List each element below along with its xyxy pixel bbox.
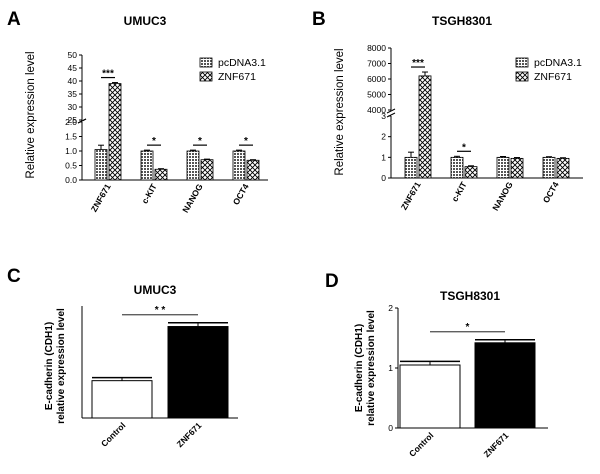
panel-label-c: C bbox=[7, 266, 21, 287]
panel-b-category-label: c-KIT bbox=[449, 179, 469, 203]
panel-b-category-label: ZNF671 bbox=[399, 180, 423, 212]
panel-b-title: TSGH8301 bbox=[432, 14, 492, 28]
panel-a-ytick-label: 35 bbox=[68, 89, 78, 99]
panel-d-chart: 0 1 2 Control ZNF671 * bbox=[388, 303, 548, 459]
panel-a-ytick-label: 1.0 bbox=[65, 146, 77, 156]
panel-d-bar bbox=[474, 342, 536, 429]
panel-b-category-label: NANOG bbox=[490, 180, 515, 213]
panel-a-ytick-label: 45 bbox=[68, 63, 78, 73]
panel-b-significance-label: * bbox=[462, 142, 466, 153]
panel-a-legend-swatch bbox=[199, 57, 213, 68]
panel-c-ylabel-line2: relative expression level bbox=[56, 308, 67, 424]
panel-d-ylabel-line2: relative expression level bbox=[366, 310, 377, 426]
panel-a-chart: 25 30 35 40 45 50 0.0 0.5 1.0 1.5 2.0 *** ZNF671 * c-K… bbox=[65, 50, 268, 214]
panel-b-legend-swatch bbox=[515, 71, 529, 82]
panel-b-ylabel: Relative expression level bbox=[334, 48, 346, 175]
panel-b-legend-label: pcDNA3.1 bbox=[534, 57, 582, 69]
panel-b-bar bbox=[464, 166, 478, 179]
panel-a-ytick-label: 30 bbox=[68, 102, 78, 112]
panel-d-ytick-label: 1 bbox=[388, 363, 393, 373]
panel-a-ytick-label: 0.0 bbox=[65, 175, 77, 185]
panel-c-category-label: ZNF671 bbox=[175, 420, 204, 449]
panel-a-ylabel: Relative expression level bbox=[25, 51, 37, 178]
panel-b-bar bbox=[542, 156, 556, 179]
panel-a-ytick-label: 0.5 bbox=[65, 161, 77, 171]
panel-c-significance-label: * * bbox=[155, 305, 166, 316]
panel-a-bar bbox=[140, 150, 154, 181]
panel-c-category-label: Control bbox=[99, 420, 127, 448]
panel-b-ytick-label: 1 bbox=[381, 152, 386, 162]
panel-b-legend-label: ZNF671 bbox=[534, 71, 572, 83]
panel-a-bar bbox=[200, 159, 214, 181]
panel-d-title: TSGH8301 bbox=[440, 289, 500, 303]
panel-a-significance-label: * bbox=[198, 136, 202, 147]
panel-a-category-label: OCT4 bbox=[231, 182, 251, 207]
panel-d-significance-label: * bbox=[466, 322, 470, 333]
panel-b-bar bbox=[556, 157, 570, 179]
panel-c-title: UMUC3 bbox=[134, 283, 177, 297]
panel-b-ytick-label: 4000 bbox=[367, 105, 386, 115]
panel-c-chart: Control ZNF671 * * bbox=[81, 305, 238, 449]
panel-a-ytick-label: 2.0 bbox=[65, 117, 77, 127]
panel-d-ytick-label: 0 bbox=[388, 423, 393, 433]
panel-a-category-label: NANOG bbox=[180, 182, 205, 215]
panel-a-bar bbox=[108, 83, 122, 181]
panel-b-ytick-label: 7000 bbox=[367, 59, 386, 69]
panel-d-bar bbox=[399, 364, 461, 429]
panel-a-significance-label: *** bbox=[102, 69, 114, 80]
panel-a-title: UMUC3 bbox=[124, 14, 167, 28]
panel-a-bar bbox=[154, 168, 168, 181]
panel-b-significance-label: *** bbox=[412, 58, 424, 69]
panel-a-bar bbox=[246, 159, 260, 181]
panel-label-a: A bbox=[7, 9, 21, 30]
panel-c-bar bbox=[167, 326, 229, 419]
panel-a-legend-swatch bbox=[199, 71, 213, 82]
panel-d-ylabel-line1: E-cadherin (CDH1) bbox=[354, 324, 365, 412]
panel-label-b: B bbox=[312, 9, 326, 30]
panel-b-category-label: OCT4 bbox=[541, 180, 561, 205]
panel-b-ytick-label: 8000 bbox=[367, 43, 386, 53]
panel-b-bar bbox=[496, 156, 510, 179]
panel-b-ytick-label: 2 bbox=[381, 132, 386, 142]
panel-b-bar bbox=[510, 157, 524, 179]
panel-d-ytick-label: 2 bbox=[388, 303, 393, 313]
panel-b-ytick-label: 6000 bbox=[367, 74, 386, 84]
panel-b-chart: 4000 5000 6000 7000 8000 0 1 2 3 *** ZNF671 * c-KIT N… bbox=[367, 43, 583, 212]
panel-d-category-label: ZNF671 bbox=[482, 430, 511, 459]
panel-a-category-label: c-KIT bbox=[139, 181, 159, 205]
panel-a-legend-label: pcDNA3.1 bbox=[218, 57, 266, 69]
panel-a-bar bbox=[232, 150, 246, 181]
panel-b-bar bbox=[418, 75, 432, 179]
panel-a-significance-label: * bbox=[152, 136, 156, 147]
panel-a-ytick-label: 25 bbox=[68, 115, 78, 125]
panel-a-ytick-label: 40 bbox=[68, 76, 78, 86]
panel-a-ytick-label: 50 bbox=[68, 50, 78, 60]
panel-d-category-label: Control bbox=[407, 430, 435, 458]
panel-a-significance-label: * bbox=[244, 136, 248, 147]
panel-c-bar bbox=[91, 380, 153, 419]
panel-b-ytick-label: 5000 bbox=[367, 90, 386, 100]
panel-b-ytick-label: 0 bbox=[381, 173, 386, 183]
panel-a-ytick-label: 1.5 bbox=[65, 132, 77, 142]
panel-b-legend-swatch bbox=[515, 57, 529, 68]
panel-a-bar bbox=[94, 149, 108, 181]
panel-d-ylabel: E-cadherin (CDH1) relative expression le… bbox=[354, 310, 377, 426]
panel-b-bar bbox=[404, 156, 418, 179]
panel-c-ylabel-line1: E-cadherin (CDH1) bbox=[44, 322, 55, 410]
panel-b-ytick-label: 3 bbox=[381, 111, 386, 121]
panel-b-bar bbox=[450, 156, 464, 179]
panel-a-bar bbox=[186, 150, 200, 181]
panel-a-category-label: ZNF671 bbox=[89, 182, 113, 214]
panel-label-d: D bbox=[325, 271, 339, 292]
panel-c-ylabel: E-cadherin (CDH1) relative expression le… bbox=[44, 308, 67, 424]
panel-b-axis-break-mark bbox=[386, 108, 396, 114]
panel-a-legend-label: ZNF671 bbox=[218, 71, 256, 83]
